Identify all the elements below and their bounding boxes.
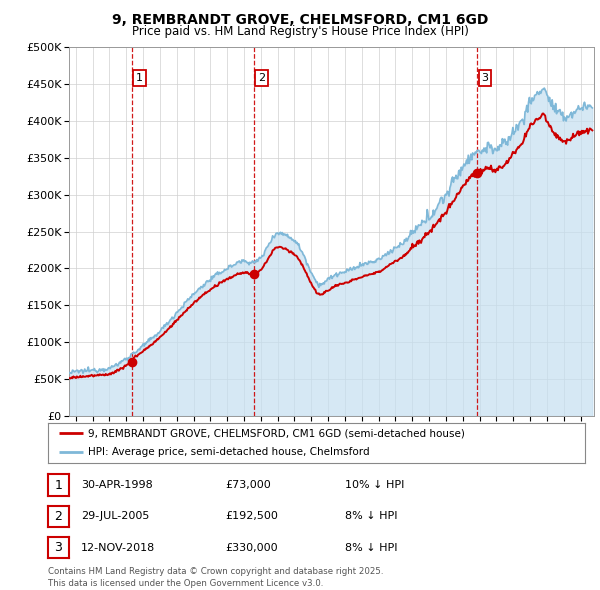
Text: 8% ↓ HPI: 8% ↓ HPI <box>345 512 398 522</box>
Text: 12-NOV-2018: 12-NOV-2018 <box>81 543 155 553</box>
Text: 29-JUL-2005: 29-JUL-2005 <box>81 512 149 522</box>
Text: 8% ↓ HPI: 8% ↓ HPI <box>345 543 398 553</box>
Text: 30-APR-1998: 30-APR-1998 <box>81 480 153 490</box>
Text: 2: 2 <box>258 73 265 83</box>
Text: Contains HM Land Registry data © Crown copyright and database right 2025.
This d: Contains HM Land Registry data © Crown c… <box>48 567 383 588</box>
Text: £330,000: £330,000 <box>225 543 278 553</box>
Text: Price paid vs. HM Land Registry's House Price Index (HPI): Price paid vs. HM Land Registry's House … <box>131 25 469 38</box>
Text: 2: 2 <box>55 510 62 523</box>
Text: 1: 1 <box>55 478 62 491</box>
Text: £192,500: £192,500 <box>225 512 278 522</box>
Text: 3: 3 <box>482 73 488 83</box>
Text: 9, REMBRANDT GROVE, CHELMSFORD, CM1 6GD: 9, REMBRANDT GROVE, CHELMSFORD, CM1 6GD <box>112 13 488 27</box>
Text: 3: 3 <box>55 541 62 554</box>
Text: 1: 1 <box>136 73 143 83</box>
Text: HPI: Average price, semi-detached house, Chelmsford: HPI: Average price, semi-detached house,… <box>88 447 370 457</box>
Text: £73,000: £73,000 <box>225 480 271 490</box>
Text: 9, REMBRANDT GROVE, CHELMSFORD, CM1 6GD (semi-detached house): 9, REMBRANDT GROVE, CHELMSFORD, CM1 6GD … <box>88 428 465 438</box>
Text: 10% ↓ HPI: 10% ↓ HPI <box>345 480 404 490</box>
